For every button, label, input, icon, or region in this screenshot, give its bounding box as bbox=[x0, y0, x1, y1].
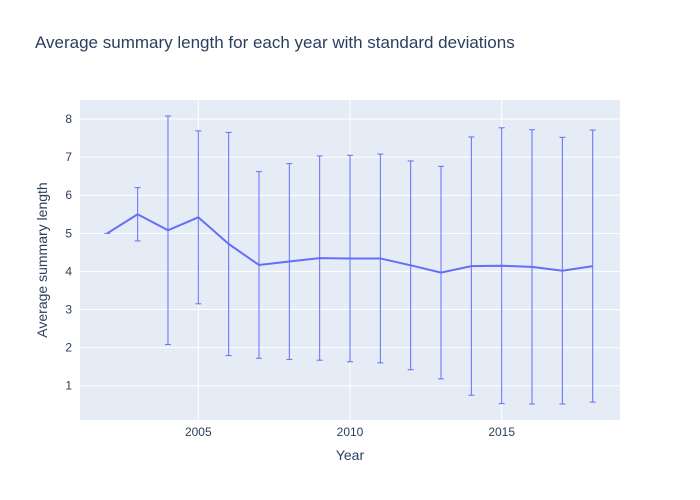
y-tick-label: 1 bbox=[65, 379, 72, 393]
y-axis-title: Average summary length bbox=[34, 182, 50, 337]
y-tick-label: 3 bbox=[65, 303, 72, 317]
y-axis-ticks: 1 2 3 4 5 6 7 8 bbox=[65, 112, 72, 393]
x-tick-label: 2010 bbox=[337, 425, 364, 439]
y-tick-label: 4 bbox=[65, 264, 72, 278]
series-line bbox=[106, 213, 593, 274]
y-tick-label: 6 bbox=[65, 188, 72, 202]
y-tick-label: 7 bbox=[65, 150, 72, 164]
y-tick-label: 8 bbox=[65, 112, 72, 126]
chart-title: Average summary length for each year wit… bbox=[35, 33, 515, 52]
x-axis-ticks: 2005 2010 2015 bbox=[185, 425, 515, 439]
x-tick-label: 2015 bbox=[488, 425, 515, 439]
x-axis-title: Year bbox=[336, 447, 365, 463]
x-tick-label: 2005 bbox=[185, 425, 212, 439]
y-tick-label: 2 bbox=[65, 341, 72, 355]
y-tick-label: 5 bbox=[65, 226, 72, 240]
